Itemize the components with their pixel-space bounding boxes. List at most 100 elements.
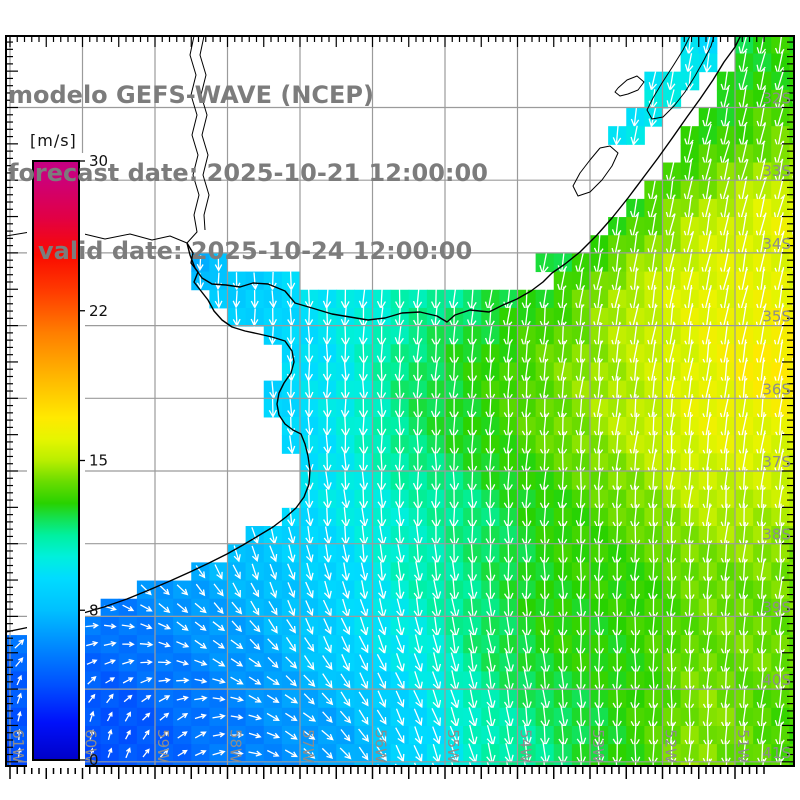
wind-direction-arrow [285, 656, 298, 669]
wind-direction-arrow [177, 749, 188, 757]
wind-direction-arrow [432, 726, 441, 745]
wind-direction-arrow [196, 255, 204, 272]
wind-direction-arrow [251, 527, 260, 545]
longitude-label: 59W [154, 729, 172, 763]
wind-speed-cell [6, 671, 11, 691]
wind-speed-cell [445, 762, 464, 766]
wind-direction-arrow [287, 563, 296, 581]
wind-direction-arrow [305, 600, 314, 617]
wind-direction-arrow [284, 730, 298, 740]
wind-speed-cell [789, 689, 794, 709]
wind-direction-arrow [269, 290, 277, 309]
wind-speed-cell [789, 235, 794, 254]
wind-direction-arrow [266, 676, 280, 686]
wind-speed-cell [789, 380, 794, 400]
wind-direction-arrow [88, 693, 96, 703]
wind-direction-arrow [266, 694, 280, 703]
wind-speed-cell [372, 762, 392, 766]
wind-speed-cell [173, 762, 192, 766]
longitude-label: 52W [662, 729, 680, 763]
uruguay-river-west-bank [186, 36, 200, 244]
wind-speed-cell [789, 526, 794, 545]
wind-direction-arrow [230, 658, 244, 667]
wind-speed-cell [789, 108, 794, 127]
wind-direction-arrow [268, 398, 277, 419]
wind-direction-arrow [232, 582, 241, 598]
wind-direction-arrow [16, 747, 22, 758]
wind-speed-cell [789, 762, 794, 766]
wind-direction-arrow [16, 674, 22, 686]
wind-direction-arrow [251, 272, 259, 291]
colorbar-tick-label: 0 [89, 751, 99, 769]
wind-direction-arrow [214, 564, 223, 580]
wind-speed-cell [263, 762, 283, 766]
wind-direction-arrow [321, 747, 334, 759]
wind-speed-cell [408, 762, 428, 766]
wind-speed-cell [118, 762, 138, 766]
wind-speed-cell [517, 762, 537, 766]
wind-speed-cell [336, 762, 355, 766]
wind-direction-arrow [413, 690, 423, 709]
wind-direction-arrow [287, 544, 296, 564]
wind-direction-arrow [140, 623, 153, 630]
wind-direction-arrow [107, 728, 113, 740]
wind-direction-arrow [213, 583, 224, 597]
wind-speed-cell [698, 762, 718, 766]
wind-direction-arrow [212, 639, 225, 649]
wind-speed-cell [245, 762, 265, 766]
wind-speed-cell [789, 544, 794, 563]
wind-direction-arrow [230, 750, 244, 757]
wind-direction-arrow [322, 599, 332, 617]
wind-direction-arrow [378, 580, 387, 601]
wind-speed-cell [553, 762, 573, 766]
wind-direction-arrow [194, 678, 208, 684]
wind-direction-arrow [671, 758, 674, 766]
wind-direction-arrow [323, 618, 332, 635]
longitude-label: 56W [372, 729, 390, 763]
wind-direction-arrow [615, 759, 618, 766]
patos-lagoon-shore [646, 36, 715, 120]
wind-direction-arrow [176, 659, 190, 666]
wind-speed-cell [789, 217, 794, 236]
longitude-label: 58W [227, 729, 245, 763]
wind-direction-arrow [648, 71, 657, 92]
wind-direction-arrow [231, 601, 243, 615]
wind-direction-arrow [106, 711, 113, 722]
wind-direction-arrow [212, 696, 226, 702]
wind-direction-arrow [322, 655, 333, 671]
wind-direction-arrow [104, 659, 117, 665]
longitude-label: 53W [589, 729, 607, 763]
wind-direction-arrow [652, 759, 654, 766]
wind-direction-arrow [89, 710, 95, 722]
wind-direction-arrow [340, 673, 351, 689]
latitude-label: 37S [762, 453, 791, 471]
wind-direction-arrow [159, 731, 169, 739]
wind-direction-arrow [376, 746, 387, 762]
wind-direction-arrow [214, 290, 223, 309]
wind-direction-arrow [122, 641, 135, 647]
latitude-label: 32S [762, 90, 791, 108]
wind-direction-arrow [124, 711, 131, 722]
wind-direction-arrow [158, 641, 171, 648]
wind-speed-cell [390, 762, 410, 766]
wind-direction-arrow [87, 675, 97, 685]
latitude-label: 38S [762, 526, 791, 544]
wind-direction-arrow [15, 657, 24, 667]
wind-speed-cell [6, 762, 11, 766]
wind-speed-cell [789, 126, 794, 145]
wind-direction-arrow [284, 749, 298, 758]
wind-direction-arrow [268, 326, 277, 346]
wind-direction-arrow [431, 708, 441, 727]
wind-direction-arrow [287, 582, 296, 599]
wind-speed-cell [6, 744, 11, 763]
wind-direction-arrow [303, 655, 315, 671]
wind-direction-arrow [340, 729, 351, 742]
longitude-label: 61W [9, 729, 27, 763]
wind-direction-arrow [142, 748, 150, 758]
wind-direction-arrow [321, 729, 334, 741]
wind-direction-arrow [177, 712, 189, 721]
map-frame [5, 35, 795, 767]
wind-direction-arrow [105, 677, 116, 684]
wind-direction-arrow [269, 581, 278, 599]
